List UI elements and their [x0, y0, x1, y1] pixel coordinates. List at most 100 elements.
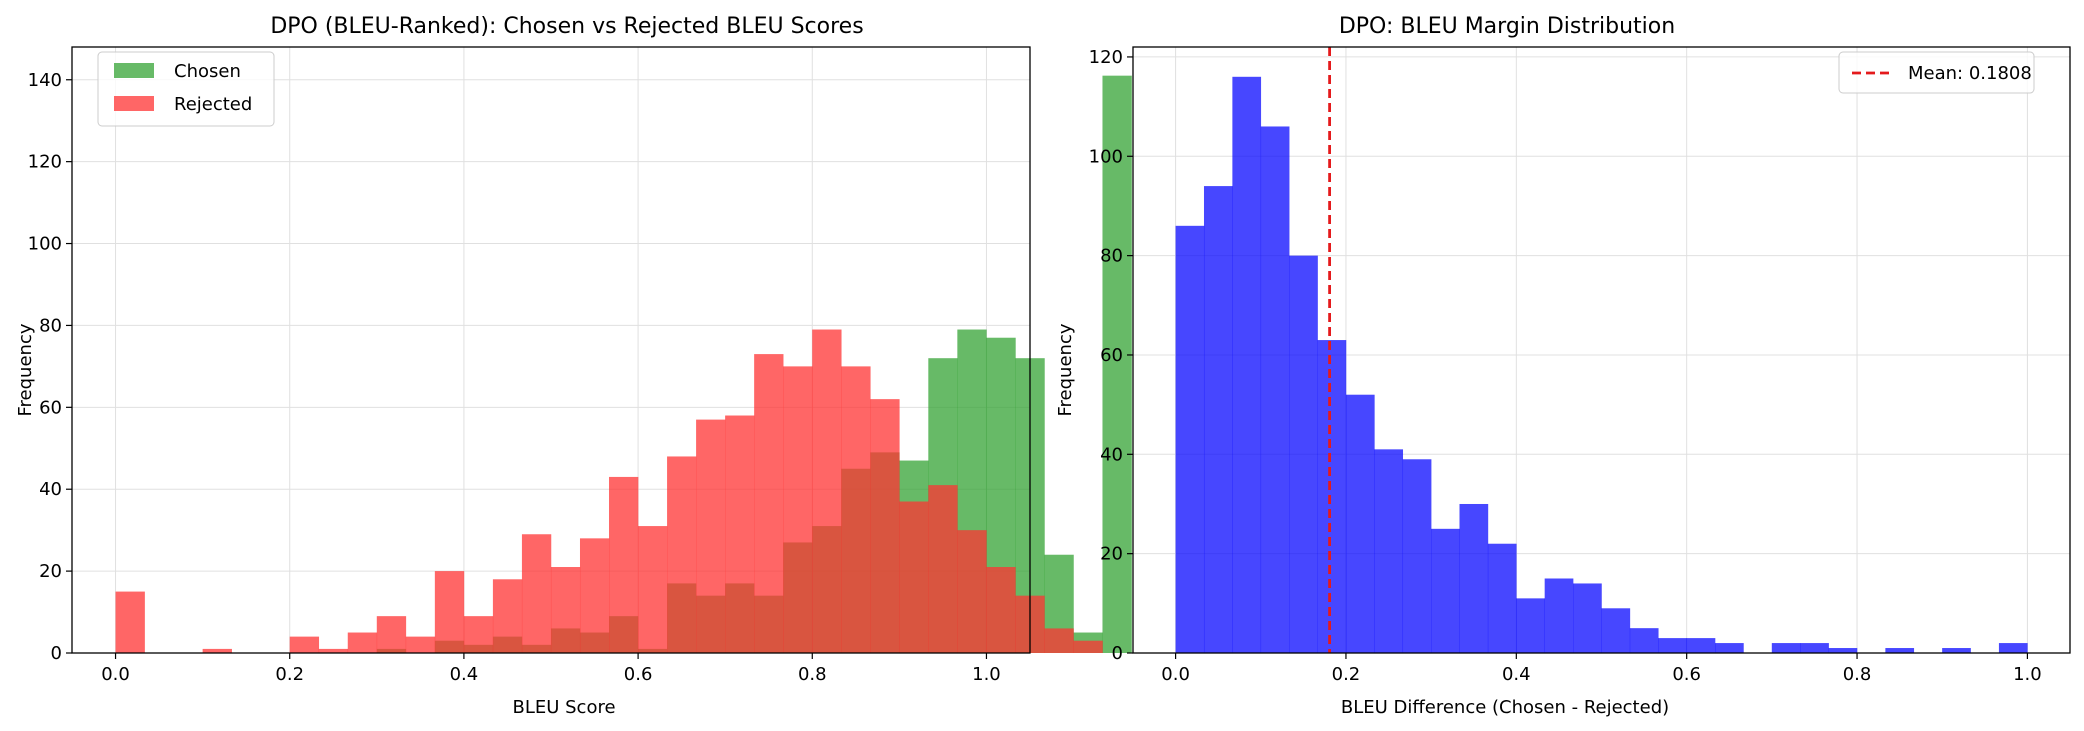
x-tick-label: 0.0	[1161, 664, 1190, 685]
bar-rejected	[289, 636, 320, 653]
bar-series	[1885, 648, 1915, 653]
y-tick-label: 100	[28, 234, 62, 255]
bar-series	[1260, 126, 1290, 654]
y-tick-label: 40	[39, 479, 62, 500]
x-axis-label: BLEU Score	[512, 697, 615, 718]
legend-label-rejected: Rejected	[174, 94, 252, 115]
y-axis-label: Frequency	[1055, 323, 1076, 416]
bar-series	[1487, 543, 1517, 653]
bar-rejected	[115, 591, 145, 653]
bar-rejected	[318, 648, 349, 653]
x-tick-label: 0.4	[450, 664, 479, 685]
x-tick-label: 0.2	[275, 664, 304, 685]
bar-series	[1203, 186, 1233, 653]
bar-series	[1289, 255, 1318, 653]
x-axis-label: BLEU Difference (Chosen - Rejected)	[1341, 697, 1669, 718]
bar-rejected	[405, 636, 436, 653]
legend-swatch-chosen	[114, 63, 154, 78]
x-tick-label: 0.4	[1502, 664, 1531, 685]
bar-series	[1771, 643, 1801, 653]
bar-series	[1374, 449, 1404, 653]
y-tick-label: 120	[28, 152, 62, 173]
y-tick-label: 40	[1100, 444, 1123, 465]
bar-series	[1800, 643, 1829, 653]
bar-rejected	[492, 579, 523, 653]
x-tick-label: 0.6	[1672, 664, 1701, 685]
bar-series	[1232, 76, 1262, 653]
y-tick-label: 80	[39, 315, 62, 336]
y-tick-label: 0	[1112, 643, 1123, 664]
bar-rejected	[434, 571, 465, 653]
bar-rejected	[754, 354, 784, 653]
plot-area-frame	[71, 46, 1031, 654]
bar-rejected	[521, 534, 552, 653]
bar-rejected	[202, 648, 232, 653]
bar-rejected	[870, 399, 900, 653]
bar-series	[1516, 598, 1545, 653]
x-tick-label: 0.2	[1332, 664, 1361, 685]
bar-series	[1828, 648, 1858, 653]
y-tick-label: 140	[28, 70, 62, 91]
bar-rejected	[696, 419, 726, 653]
bar-rejected	[725, 415, 755, 653]
bar-rejected	[550, 567, 581, 653]
y-tick-label: 60	[39, 397, 62, 418]
plot-area-frame	[1132, 46, 2071, 654]
x-tick-label: 1.0	[2013, 664, 2042, 685]
bar-rejected	[899, 501, 929, 653]
x-tick-label: 0.0	[101, 664, 130, 685]
bar-series	[1998, 643, 2028, 653]
bar-rejected	[376, 616, 407, 653]
y-tick-label: 0	[51, 643, 62, 664]
y-tick-label: 120	[1089, 47, 1123, 68]
bar-rejected	[638, 526, 668, 653]
bar-rejected	[1044, 628, 1074, 653]
legend-box	[1838, 51, 2035, 94]
y-axis-label: Frequency	[15, 323, 36, 416]
x-tick-label: 1.0	[972, 664, 1001, 685]
bar-rejected	[928, 485, 958, 653]
x-tick-label: 0.8	[798, 664, 827, 685]
bar-rejected	[463, 616, 494, 653]
chart-title: DPO: BLEU Margin Distribution	[1339, 14, 1675, 39]
y-tick-label: 100	[1089, 146, 1123, 167]
legend: Mean: 0.1808	[1838, 51, 2035, 94]
bar-series	[1402, 459, 1432, 653]
bar-rejected	[579, 538, 610, 653]
x-tick-label: 0.8	[1843, 664, 1872, 685]
bar-series	[1345, 394, 1375, 653]
legend-label-mean: Mean: 0.1808	[1908, 63, 2032, 84]
legend: Chosen Rejected	[97, 51, 275, 127]
histogram-chart-chosen-rejected: DPO (BLEU-Ranked): Chosen vs Rejected BL…	[15, 14, 1132, 718]
bar-series	[1629, 628, 1659, 653]
histogram-chart-bleu-margin: DPO: BLEU Margin Distribution 0.0 0.2 0.4 0…	[1055, 14, 2071, 718]
bar-series	[1175, 225, 1205, 653]
bar-rejected	[812, 329, 842, 653]
bar-series	[1459, 503, 1489, 653]
bar-rejected	[1073, 640, 1103, 653]
bar-rejected	[986, 567, 1016, 653]
bar-series	[1715, 643, 1744, 653]
x-tick-label: 0.6	[624, 664, 653, 685]
y-tick-label: 20	[39, 561, 62, 582]
y-tick-label: 80	[1100, 246, 1123, 267]
chart-title: DPO (BLEU-Ranked): Chosen vs Rejected BL…	[270, 14, 863, 39]
legend-label-chosen: Chosen	[174, 61, 241, 82]
bar-rejected	[783, 366, 813, 653]
bar-series	[1317, 340, 1347, 653]
bar-series	[1431, 528, 1460, 653]
bar-rejected	[957, 530, 987, 653]
bar-series	[1573, 583, 1602, 653]
bar-rejected	[347, 632, 378, 653]
bar-series	[1686, 638, 1716, 653]
bar-series	[1658, 638, 1687, 653]
bar-rejected	[667, 456, 697, 653]
y-tick-label: 60	[1100, 345, 1123, 366]
bar-series	[1942, 648, 1971, 653]
y-tick-label: 20	[1100, 544, 1123, 565]
bar-series	[1601, 608, 1631, 653]
bar-series	[1544, 578, 1574, 653]
legend-swatch-rejected	[114, 96, 154, 111]
bar-rejected	[609, 476, 639, 653]
